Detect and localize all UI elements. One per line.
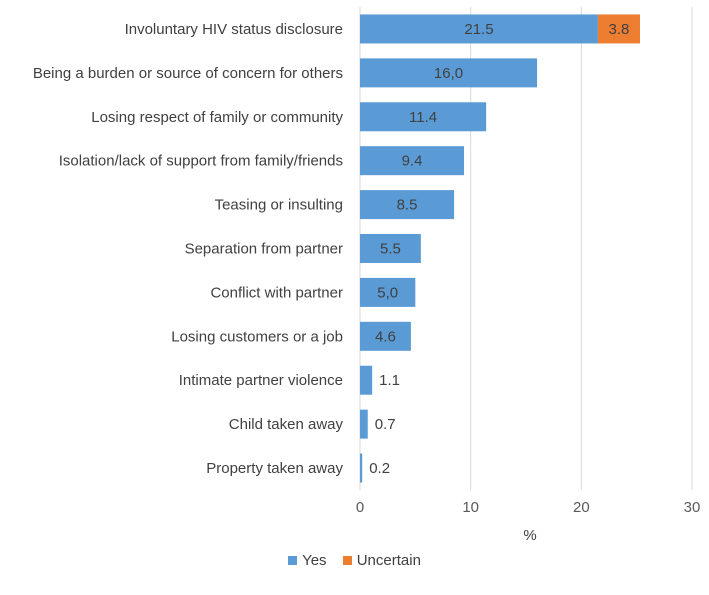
data-label: 21.5 bbox=[464, 21, 493, 38]
data-label: 5,0 bbox=[377, 284, 398, 301]
category-label: Child taken away bbox=[229, 416, 344, 433]
bar-yes bbox=[360, 277, 416, 307]
category-label: Being a burden or source of concern for … bbox=[33, 65, 343, 82]
data-label: 9.4 bbox=[402, 153, 423, 170]
category-label: Involuntary HIV status disclosure bbox=[125, 21, 343, 38]
x-axis-label: % bbox=[523, 527, 536, 544]
data-label: 8.5 bbox=[397, 197, 418, 214]
data-label: 16,0 bbox=[434, 65, 463, 82]
bar-yes bbox=[360, 321, 411, 351]
bar-yes bbox=[360, 190, 455, 220]
legend-label-yes: Yes bbox=[302, 552, 327, 569]
x-tick-label: 10 bbox=[462, 499, 479, 516]
bar-yes bbox=[360, 58, 538, 88]
data-label: 11.4 bbox=[409, 109, 437, 126]
category-label: Isolation/lack of support from family/fr… bbox=[59, 153, 343, 170]
legend-item-yes: Yes bbox=[288, 552, 327, 569]
category-label: Separation from partner bbox=[185, 241, 343, 258]
bar-yes bbox=[360, 365, 373, 395]
x-tick-label: 0 bbox=[356, 499, 364, 516]
data-label: 0.2 bbox=[369, 460, 390, 477]
bar-yes bbox=[360, 453, 363, 483]
labels: 0 10 20 30 Involuntary HIV status disclosure… bbox=[33, 21, 701, 516]
bar-yes bbox=[360, 234, 421, 263]
bars bbox=[360, 14, 640, 483]
category-label: Losing respect of family or community bbox=[91, 109, 343, 126]
legend-item-uncertain: Uncertain bbox=[342, 552, 421, 569]
data-label: 3.8 bbox=[609, 21, 630, 38]
data-label: 0.7 bbox=[375, 416, 396, 433]
data-label: 5.5 bbox=[380, 241, 401, 258]
bar-uncertain bbox=[597, 14, 640, 44]
category-label: Intimate partner violence bbox=[179, 372, 343, 389]
data-label: 4.6 bbox=[375, 328, 396, 345]
legend: Yes Uncertain bbox=[0, 552, 709, 569]
category-label: Property taken away bbox=[206, 460, 343, 477]
x-tick-label: 30 bbox=[684, 499, 701, 516]
category-label: Losing customers or a job bbox=[171, 328, 343, 345]
legend-swatch-uncertain bbox=[342, 556, 352, 565]
x-tick-label: 20 bbox=[573, 499, 590, 516]
legend-label-uncertain: Uncertain bbox=[356, 552, 421, 569]
category-label: Conflict with partner bbox=[210, 284, 343, 301]
legend-swatch-yes bbox=[288, 556, 298, 565]
bar-yes bbox=[360, 14, 598, 44]
bar-yes bbox=[360, 409, 368, 439]
bar-yes bbox=[360, 146, 465, 176]
category-label: Teasing or insulting bbox=[215, 197, 343, 214]
data-label: 1.1 bbox=[379, 372, 400, 389]
bar-yes bbox=[360, 102, 487, 132]
